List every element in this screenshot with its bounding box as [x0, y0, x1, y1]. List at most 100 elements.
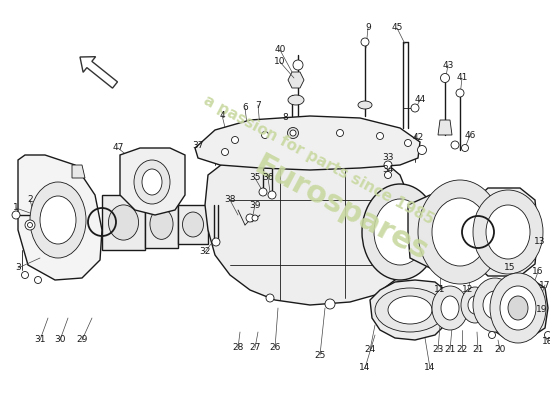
- Text: 27: 27: [249, 344, 261, 352]
- Text: 35: 35: [249, 174, 261, 182]
- Text: 20: 20: [494, 346, 505, 354]
- Text: 25: 25: [314, 350, 326, 360]
- Ellipse shape: [288, 128, 299, 138]
- Text: 45: 45: [391, 24, 403, 32]
- Text: 28: 28: [232, 344, 244, 352]
- Text: 23: 23: [432, 346, 444, 354]
- Ellipse shape: [21, 272, 29, 278]
- Text: 7: 7: [255, 100, 261, 110]
- Text: 43: 43: [442, 60, 454, 70]
- Ellipse shape: [508, 296, 528, 320]
- Ellipse shape: [222, 148, 228, 156]
- Text: 40: 40: [274, 46, 285, 54]
- Ellipse shape: [30, 182, 86, 258]
- Polygon shape: [487, 278, 548, 338]
- Ellipse shape: [384, 172, 392, 178]
- Ellipse shape: [488, 332, 496, 338]
- Ellipse shape: [12, 211, 20, 219]
- Ellipse shape: [490, 273, 546, 343]
- Ellipse shape: [461, 144, 469, 152]
- Text: 1: 1: [13, 204, 19, 212]
- Text: 12: 12: [463, 286, 474, 294]
- Ellipse shape: [375, 288, 445, 332]
- Ellipse shape: [337, 130, 344, 136]
- Ellipse shape: [266, 294, 274, 302]
- Text: 4: 4: [219, 110, 225, 120]
- Text: 33: 33: [382, 154, 394, 162]
- Ellipse shape: [293, 60, 303, 70]
- Text: 21: 21: [444, 346, 456, 354]
- FancyArrow shape: [80, 57, 118, 88]
- Polygon shape: [370, 280, 450, 340]
- Ellipse shape: [288, 95, 304, 105]
- Text: 21: 21: [472, 346, 483, 354]
- Text: 19: 19: [536, 306, 548, 314]
- Text: 6: 6: [242, 104, 248, 112]
- Ellipse shape: [384, 161, 392, 169]
- Ellipse shape: [486, 205, 530, 259]
- Ellipse shape: [411, 104, 419, 112]
- Polygon shape: [102, 195, 145, 250]
- Text: 30: 30: [54, 336, 66, 344]
- Ellipse shape: [432, 198, 488, 266]
- Text: 18: 18: [542, 338, 550, 346]
- Ellipse shape: [108, 205, 139, 240]
- Ellipse shape: [268, 191, 276, 199]
- Text: a passion for parts since 1985: a passion for parts since 1985: [201, 93, 437, 227]
- Text: 42: 42: [412, 134, 424, 142]
- Text: 2: 2: [27, 196, 33, 204]
- Ellipse shape: [500, 286, 536, 330]
- Text: 14: 14: [424, 364, 436, 372]
- Ellipse shape: [418, 180, 502, 284]
- Ellipse shape: [374, 199, 426, 265]
- Polygon shape: [438, 120, 452, 135]
- Polygon shape: [472, 188, 538, 276]
- Text: 39: 39: [249, 200, 261, 210]
- Ellipse shape: [259, 188, 267, 196]
- Ellipse shape: [212, 238, 220, 246]
- Ellipse shape: [441, 74, 449, 82]
- Text: 3: 3: [15, 264, 21, 272]
- Ellipse shape: [468, 296, 482, 314]
- Ellipse shape: [232, 136, 239, 144]
- Ellipse shape: [134, 160, 170, 204]
- Ellipse shape: [377, 132, 383, 140]
- Text: 34: 34: [382, 166, 394, 174]
- Ellipse shape: [252, 215, 258, 221]
- Text: 26: 26: [270, 344, 280, 352]
- Ellipse shape: [28, 222, 32, 228]
- Polygon shape: [288, 72, 304, 88]
- Ellipse shape: [456, 89, 464, 97]
- Ellipse shape: [25, 220, 35, 230]
- Text: 31: 31: [34, 336, 46, 344]
- Ellipse shape: [290, 130, 296, 136]
- Ellipse shape: [388, 296, 432, 324]
- Ellipse shape: [361, 38, 369, 46]
- Ellipse shape: [544, 332, 550, 338]
- Polygon shape: [178, 205, 208, 244]
- Ellipse shape: [325, 299, 335, 309]
- Ellipse shape: [404, 140, 411, 146]
- Ellipse shape: [142, 169, 162, 195]
- Ellipse shape: [483, 291, 507, 319]
- Text: 32: 32: [199, 248, 211, 256]
- Text: 8: 8: [282, 114, 288, 122]
- Text: 15: 15: [504, 264, 516, 272]
- Ellipse shape: [362, 184, 438, 280]
- Polygon shape: [18, 155, 102, 280]
- Text: 10: 10: [274, 58, 286, 66]
- Ellipse shape: [417, 146, 426, 154]
- Ellipse shape: [183, 212, 204, 237]
- Text: 47: 47: [112, 144, 124, 152]
- Text: 9: 9: [365, 24, 371, 32]
- Ellipse shape: [358, 101, 372, 109]
- Text: 22: 22: [456, 346, 468, 354]
- Ellipse shape: [473, 190, 543, 274]
- Ellipse shape: [35, 276, 41, 284]
- Polygon shape: [205, 145, 412, 305]
- Text: 46: 46: [464, 130, 476, 140]
- Ellipse shape: [40, 196, 76, 244]
- Ellipse shape: [246, 214, 254, 222]
- Text: 24: 24: [364, 346, 376, 354]
- Text: 36: 36: [262, 174, 274, 182]
